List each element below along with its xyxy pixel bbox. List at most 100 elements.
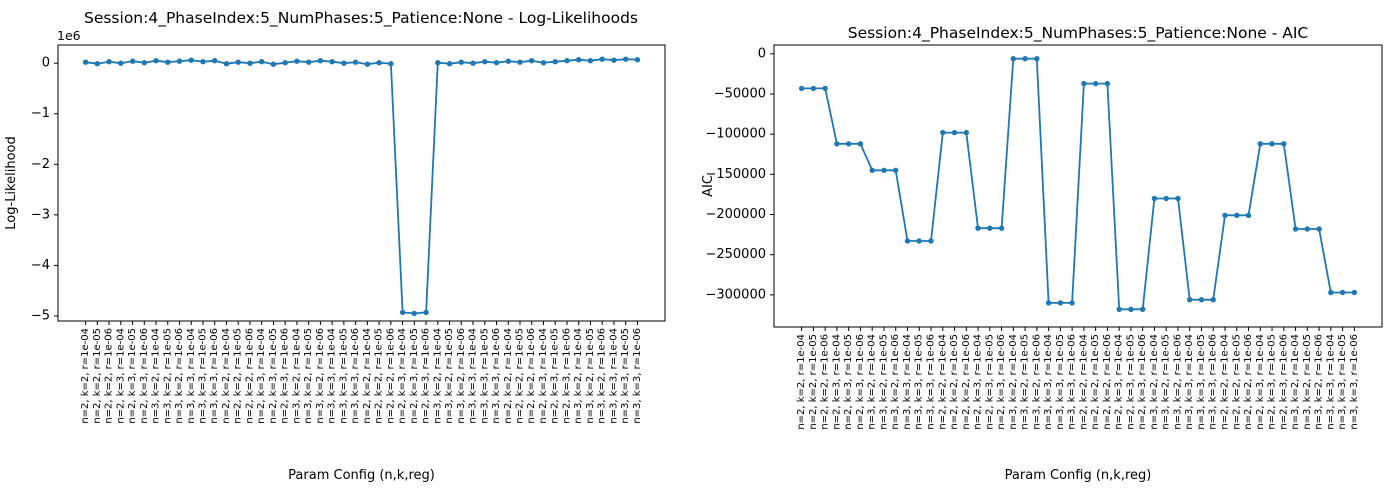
x-tick-label: n=2, k=2, r=1e-06 bbox=[526, 328, 537, 424]
x-tick-label: n=2, k=3, r=1e-05 bbox=[409, 328, 420, 424]
y-tick-label: −300000 bbox=[705, 287, 766, 302]
x-tick-label: n=3, k=2, r=1e-05 bbox=[1020, 334, 1031, 430]
x-tick-label: n=2, k=3, r=1e-04 bbox=[538, 328, 549, 424]
x-axis-label: Param Config (n,k,reg) bbox=[1005, 468, 1152, 483]
x-tick-label: n=2, k=3, r=1e-06 bbox=[1137, 334, 1148, 430]
x-tick-label: n=2, k=2, r=1e-05 bbox=[949, 334, 960, 430]
data-point bbox=[435, 60, 441, 66]
data-point bbox=[1069, 300, 1075, 306]
x-tick-label: n=3, k=3, r=1e-06 bbox=[209, 328, 220, 424]
x-tick-label: n=2, k=3, r=1e-04 bbox=[1114, 334, 1125, 430]
data-point bbox=[928, 238, 934, 244]
data-point bbox=[1045, 300, 1052, 306]
data-series bbox=[798, 56, 1358, 312]
x-tick-label: n=3, k=2, r=1e-06 bbox=[890, 334, 901, 430]
x-tick-label: n=3, k=2, r=1e-04 bbox=[1008, 334, 1019, 430]
y-axis-label: Log-Likelihood bbox=[4, 136, 19, 229]
y-tick-label: −3 bbox=[31, 207, 50, 222]
x-tick-label: n=2, k=3, r=1e-06 bbox=[1278, 334, 1289, 430]
x-tick-label: n=2, k=2, r=1e-04 bbox=[503, 328, 514, 424]
data-point bbox=[411, 310, 417, 317]
x-tick-label: n=3, k=2, r=1e-06 bbox=[1172, 334, 1183, 430]
x-tick-label: n=3, k=3, r=1e-05 bbox=[338, 328, 349, 424]
x-tick-label: n=3, k=3, r=1e-04 bbox=[327, 328, 338, 424]
data-point bbox=[599, 56, 605, 62]
x-tick-label: n=2, k=3, r=1e-06 bbox=[855, 334, 866, 430]
chart-aic: 0 −50000 −100000 −150000 −200000 −250000 −3000… bbox=[701, 24, 1383, 483]
x-tick-label: n=3, k=3, r=1e-04 bbox=[186, 328, 197, 424]
data-point bbox=[1281, 141, 1287, 147]
x-tick-label: n=2, k=2, r=1e-05 bbox=[515, 328, 526, 424]
data-point bbox=[1198, 297, 1205, 303]
data-point bbox=[834, 141, 840, 147]
data-point bbox=[165, 59, 171, 65]
data-point bbox=[987, 225, 993, 231]
x-tick-label: n=3, k=3, r=1e-06 bbox=[1349, 334, 1360, 430]
x-tick-label: n=3, k=3, r=1e-05 bbox=[197, 328, 208, 424]
x-tick-label: n=3, k=3, r=1e-04 bbox=[1184, 334, 1195, 430]
x-tick-label: n=2, k=3, r=1e-05 bbox=[127, 328, 138, 424]
x-tick-label: n=3, k=2, r=1e-05 bbox=[585, 328, 596, 424]
data-point bbox=[564, 58, 570, 64]
data-point bbox=[1304, 226, 1311, 232]
x-tick-label: n=3, k=3, r=1e-06 bbox=[491, 328, 502, 424]
x-tick-label: n=2, k=2, r=1e-04 bbox=[1220, 334, 1231, 430]
data-point bbox=[1034, 56, 1040, 62]
data-point bbox=[1210, 297, 1216, 303]
x-tick-label: n=3, k=2, r=1e-04 bbox=[151, 328, 162, 424]
x-tick-label: n=3, k=3, r=1e-04 bbox=[1325, 334, 1336, 430]
x-tick-label: n=2, k=2, r=1e-06 bbox=[1102, 334, 1113, 430]
x-tick-label: n=2, k=2, r=1e-04 bbox=[796, 334, 807, 430]
axes-frame bbox=[773, 44, 1383, 328]
x-tick-label: n=2, k=3, r=1e-05 bbox=[984, 334, 995, 430]
x-tick-label: n=2, k=3, r=1e-04 bbox=[1255, 334, 1266, 430]
x-tick-label: n=2, k=2, r=1e-06 bbox=[820, 334, 831, 430]
data-point bbox=[1292, 226, 1299, 232]
data-point bbox=[634, 57, 641, 63]
x-tick-label: n=3, k=3, r=1e-06 bbox=[350, 328, 361, 424]
data-point bbox=[940, 129, 946, 136]
x-tick-label: n=2, k=3, r=1e-05 bbox=[268, 328, 279, 424]
data-point bbox=[998, 225, 1005, 231]
x-tick-label: n=2, k=3, r=1e-05 bbox=[1125, 334, 1136, 430]
y-tick-label: 0 bbox=[758, 46, 766, 61]
x-tick-label: n=3, k=2, r=1e-06 bbox=[315, 328, 326, 424]
data-point bbox=[399, 309, 406, 316]
data-point bbox=[1022, 56, 1028, 62]
data-point bbox=[869, 167, 875, 173]
x-tick-label: n=3, k=2, r=1e-05 bbox=[1161, 334, 1172, 430]
data-point bbox=[904, 238, 911, 244]
x-tick-label: n=2, k=2, r=1e-06 bbox=[104, 328, 115, 424]
x-tick-label: n=2, k=2, r=1e-04 bbox=[221, 328, 232, 424]
y-tick-label: −4 bbox=[31, 258, 50, 273]
x-tick-label: n=3, k=2, r=1e-04 bbox=[1149, 334, 1160, 430]
x-tick-label: n=2, k=2, r=1e-06 bbox=[961, 334, 972, 430]
data-point bbox=[1010, 56, 1016, 62]
data-point bbox=[106, 59, 112, 65]
data-point bbox=[505, 58, 511, 64]
data-point bbox=[1128, 306, 1134, 312]
x-tick-label: n=2, k=2, r=1e-05 bbox=[1090, 334, 1101, 430]
data-point bbox=[587, 58, 594, 64]
data-point bbox=[446, 61, 453, 67]
x-tick-label: n=2, k=2, r=1e-06 bbox=[385, 328, 396, 424]
y-tick-label: −250000 bbox=[705, 247, 766, 262]
x-tick-label: n=3, k=3, r=1e-06 bbox=[925, 334, 936, 430]
data-point bbox=[1339, 289, 1346, 296]
data-point bbox=[552, 59, 558, 65]
x-tick-label: n=2, k=3, r=1e-06 bbox=[280, 328, 291, 424]
x-tick-label: n=3, k=2, r=1e-06 bbox=[597, 328, 608, 424]
data-point bbox=[141, 60, 147, 66]
data-point bbox=[306, 59, 312, 65]
x-tick-label: n=3, k=3, r=1e-04 bbox=[1043, 334, 1054, 430]
data-point bbox=[1351, 289, 1358, 296]
x-tick-label: n=2, k=3, r=1e-05 bbox=[550, 328, 561, 424]
x-tick-label: n=3, k=3, r=1e-04 bbox=[608, 328, 619, 424]
data-point bbox=[423, 309, 429, 316]
data-point bbox=[798, 85, 805, 92]
data-point bbox=[482, 59, 488, 65]
data-point bbox=[1092, 80, 1099, 87]
data-point bbox=[517, 59, 523, 65]
data-point bbox=[235, 59, 241, 65]
